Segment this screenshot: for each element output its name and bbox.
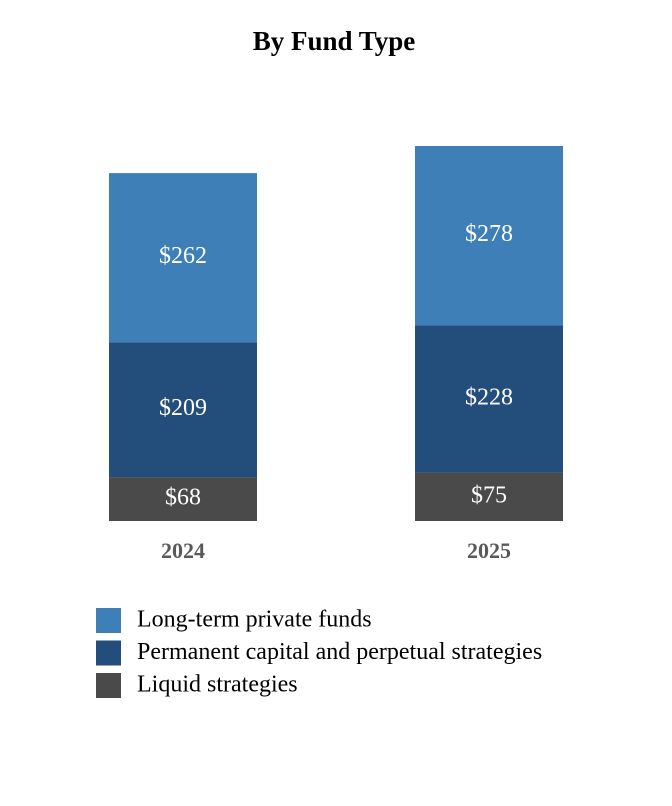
bar-segment [415, 146, 563, 326]
x-tick-label: 2024 [161, 538, 205, 563]
value-label: $278 [465, 221, 513, 247]
bar-segment [415, 325, 563, 473]
value-label: $68 [165, 485, 201, 511]
legend-swatch [96, 608, 121, 633]
value-label: $228 [465, 385, 513, 411]
bar-segment [109, 477, 257, 521]
bar-segment [109, 342, 257, 478]
value-label: $262 [159, 243, 207, 269]
bar-segment [109, 173, 257, 343]
chart-title: By Fund Type [253, 26, 416, 56]
legend-swatch [96, 673, 121, 698]
value-label: $209 [159, 395, 207, 421]
legend-label: Long-term private funds [137, 607, 372, 633]
bar-segment [415, 472, 563, 521]
x-tick-label: 2025 [467, 538, 511, 563]
legend-label: Liquid strategies [137, 672, 298, 698]
value-label: $75 [471, 482, 507, 508]
legend-swatch [96, 640, 121, 666]
legend-label: Permanent capital and perpetual strategi… [137, 639, 542, 665]
